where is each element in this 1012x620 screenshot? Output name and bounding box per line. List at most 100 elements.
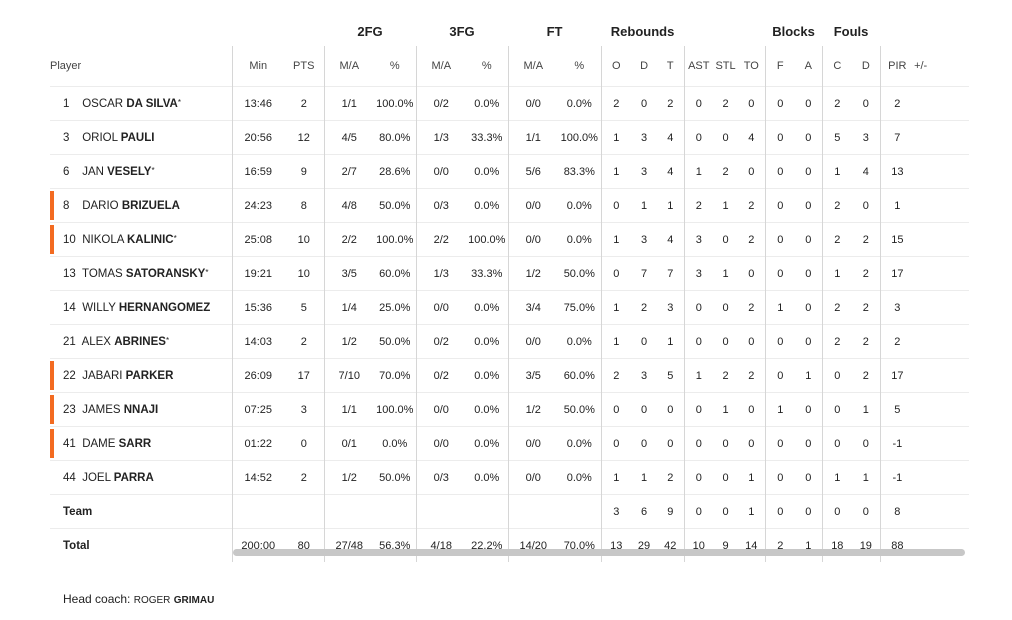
- stat-2fg-pct: 50.0%: [374, 460, 417, 495]
- player-first-name[interactable]: OSCAR: [82, 97, 124, 110]
- stat-reb-o: 1: [600, 324, 632, 359]
- stat-plus-minus: [914, 324, 970, 359]
- stat-blk-a: 1: [795, 528, 823, 562]
- stat-fouls-d: 2: [852, 324, 881, 359]
- player-first-name[interactable]: WILLY: [82, 301, 116, 314]
- player-first-name[interactable]: JABARI: [82, 369, 123, 382]
- player-last-name[interactable]: PAULI: [120, 131, 155, 144]
- stat-fouls-c: 1: [821, 256, 853, 291]
- stat-blk-f: 0: [764, 494, 796, 529]
- stat-fouls-d: 19: [852, 528, 881, 562]
- stat-stl: 9: [713, 528, 739, 562]
- stat-reb-t: 4: [657, 154, 685, 189]
- player-cell: 3 ORIOL PAULI: [50, 120, 232, 155]
- stat-fouls-c: 0: [821, 426, 853, 461]
- player-last-name[interactable]: DA SILVA: [126, 97, 178, 110]
- player-last-name[interactable]: PARKER: [125, 369, 174, 382]
- player-first-name[interactable]: ALEX: [81, 335, 111, 348]
- player-first-name[interactable]: NIKOLA: [82, 233, 124, 246]
- stat-pts: 12: [284, 120, 324, 155]
- stat-fouls-d: 0: [852, 426, 881, 461]
- stat-plus-minus: [914, 256, 970, 291]
- player-last-name[interactable]: ABRINES: [114, 335, 166, 348]
- player-last-name[interactable]: HERNANGOMEZ: [118, 301, 211, 314]
- stat-reb-o: 2: [600, 358, 632, 393]
- stat-3fg-pct: 0.0%: [466, 324, 509, 359]
- stat-to: 0: [738, 426, 766, 461]
- stat-min: 13:46: [231, 86, 284, 121]
- stat-3fg-ma: 1/3: [415, 120, 467, 155]
- stat-to: 1: [738, 494, 766, 529]
- stat-reb-o: 0: [600, 188, 632, 223]
- stat-reb-t: 3: [657, 290, 685, 325]
- stat-fouls-c: 2: [821, 188, 853, 223]
- player-last-name[interactable]: NNAJI: [123, 403, 159, 416]
- stat-fouls-d: 0: [852, 494, 881, 529]
- player-cell: 8 DARIO BRIZUELA: [50, 188, 232, 223]
- head-coach-label: Head coach:: [63, 592, 131, 606]
- stat-blk-a: 0: [795, 256, 823, 291]
- group-ft: FT: [546, 23, 563, 39]
- col-reb-o: O: [600, 46, 632, 87]
- stat-plus-minus: [914, 392, 970, 427]
- stat-ft-ma: 14/20: [507, 528, 559, 562]
- player-first-name[interactable]: JAN: [82, 165, 104, 178]
- box-score-body: 1 OSCAR DA SILVA* 13:46 2 1/1 100.0% 0/2 0.0% 0…: [50, 86, 970, 562]
- stat-pir: 2: [879, 324, 915, 359]
- player-last-name[interactable]: SARR: [118, 437, 152, 450]
- player-first-name[interactable]: JAMES: [82, 403, 121, 416]
- player-first-name[interactable]: DARIO: [82, 199, 119, 212]
- stat-fouls-c: 0: [821, 392, 853, 427]
- player-last-name[interactable]: SATORANSKY: [125, 267, 206, 280]
- stat-reb-d: 1: [631, 460, 658, 495]
- stat-ft-ma: 5/6: [507, 154, 559, 189]
- stat-blk-a: 0: [795, 426, 823, 461]
- stat-ft-pct: [558, 494, 602, 529]
- stat-min: 26:09: [231, 358, 284, 393]
- col-to: TO: [743, 60, 759, 72]
- stat-ft-pct: 0.0%: [558, 324, 602, 359]
- horizontal-scrollbar[interactable]: [233, 549, 965, 556]
- stat-2fg-ma: 7/10: [323, 358, 374, 393]
- player-last-name[interactable]: VESELY: [107, 165, 152, 178]
- col-2fg-ma: M/A: [323, 46, 374, 87]
- col-fouls-c: C: [821, 46, 853, 87]
- stat-2fg-pct: 50.0%: [374, 324, 417, 359]
- stat-ft-pct: 70.0%: [558, 528, 602, 562]
- stat-3fg-ma: 0/0: [415, 392, 467, 427]
- player-last-name[interactable]: PARRA: [113, 471, 154, 484]
- stat-reb-d: 7: [631, 256, 658, 291]
- stat-3fg-pct: 0.0%: [466, 154, 509, 189]
- player-first-name[interactable]: TOMAS: [82, 267, 123, 280]
- col-fouls-d: D: [861, 60, 870, 72]
- stat-3fg-ma: 0/2: [415, 86, 467, 121]
- col-min: Min: [231, 46, 284, 87]
- group-rebounds: Rebounds: [610, 23, 675, 39]
- stat-reb-o: 1: [600, 460, 632, 495]
- starter-marker: *: [151, 165, 155, 175]
- stat-pts: 10: [284, 222, 324, 257]
- stat-3fg-ma: 0/3: [415, 188, 467, 223]
- player-first-name[interactable]: ORIOL: [82, 131, 118, 144]
- row-marker: [50, 191, 54, 220]
- player-first-name[interactable]: JOEL: [82, 471, 111, 484]
- stat-blk-f: 0: [764, 426, 796, 461]
- stat-reb-t: 5: [657, 358, 685, 393]
- player-last-name[interactable]: BRIZUELA: [121, 199, 180, 212]
- stat-3fg-ma: 0/0: [415, 426, 467, 461]
- head-coach: Head coach: ROGER GRIMAU: [63, 592, 214, 606]
- group-2fg: 2FG: [357, 23, 383, 39]
- stat-fouls-d: 0: [852, 86, 881, 121]
- stat-to: 2: [738, 188, 766, 223]
- stat-ft-ma: 3/5: [507, 358, 559, 393]
- row-marker: [50, 361, 54, 390]
- stat-to: 0: [738, 256, 766, 291]
- player-first-name[interactable]: DAME: [82, 437, 116, 450]
- stat-min: 25:08: [231, 222, 284, 257]
- stat-2fg-ma: [323, 494, 374, 529]
- player-number: 6: [63, 165, 70, 178]
- stat-reb-t: 4: [657, 120, 685, 155]
- stat-2fg-ma: 1/2: [323, 324, 374, 359]
- player-last-name[interactable]: KALINIC: [126, 233, 174, 246]
- stat-ast: 0: [683, 392, 714, 427]
